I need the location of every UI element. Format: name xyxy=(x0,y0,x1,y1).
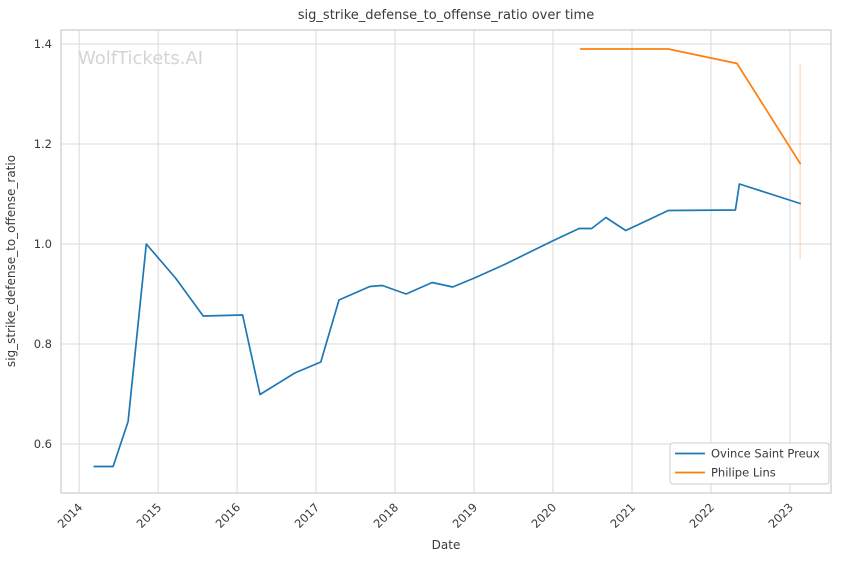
x-tick-label: 2021 xyxy=(608,500,639,531)
x-tick-label: 2016 xyxy=(213,500,244,531)
y-axis-label: sig_strike_defense_to_offense_ratio xyxy=(4,155,18,367)
y-tick-label: 0.8 xyxy=(34,337,52,351)
gridlines xyxy=(61,30,831,493)
series-lines xyxy=(93,48,802,468)
y-tick-label: 1.0 xyxy=(34,237,52,251)
x-tick-label: 2017 xyxy=(292,500,323,531)
x-tick-label: 2019 xyxy=(450,500,481,531)
series-line-ovince-saint-preux xyxy=(93,183,802,468)
legend-box xyxy=(669,442,830,485)
y-tick-labels: 0.6 0.8 1.0 1.2 1.4 xyxy=(34,37,52,451)
x-tick-label: 2020 xyxy=(529,500,560,531)
x-tick-label: 2018 xyxy=(371,500,402,531)
x-axis-label: Date xyxy=(432,538,461,552)
x-tick-label: 2022 xyxy=(686,500,717,531)
chart-title: sig_strike_defense_to_offense_ratio over… xyxy=(298,8,594,23)
y-tick-label: 1.4 xyxy=(34,37,52,51)
legend: Ovince Saint Preux Philipe Lins xyxy=(669,442,830,485)
legend-label: Philipe Lins xyxy=(711,466,776,480)
x-tick-label: 2023 xyxy=(765,500,796,531)
y-tick-label: 0.6 xyxy=(34,437,52,451)
x-tick-label: 2015 xyxy=(134,500,165,531)
y-tick-label: 1.2 xyxy=(34,137,52,151)
plot-border xyxy=(60,29,832,494)
legend-label: Ovince Saint Preux xyxy=(711,447,820,461)
series-line-philipe-lins xyxy=(579,48,802,165)
x-tick-label: 2014 xyxy=(55,500,86,531)
x-tick-labels: 2014 2015 2016 2017 2018 2019 2020 2021 2022 2023 xyxy=(55,500,796,531)
watermark: WolfTickets.AI xyxy=(78,48,203,69)
